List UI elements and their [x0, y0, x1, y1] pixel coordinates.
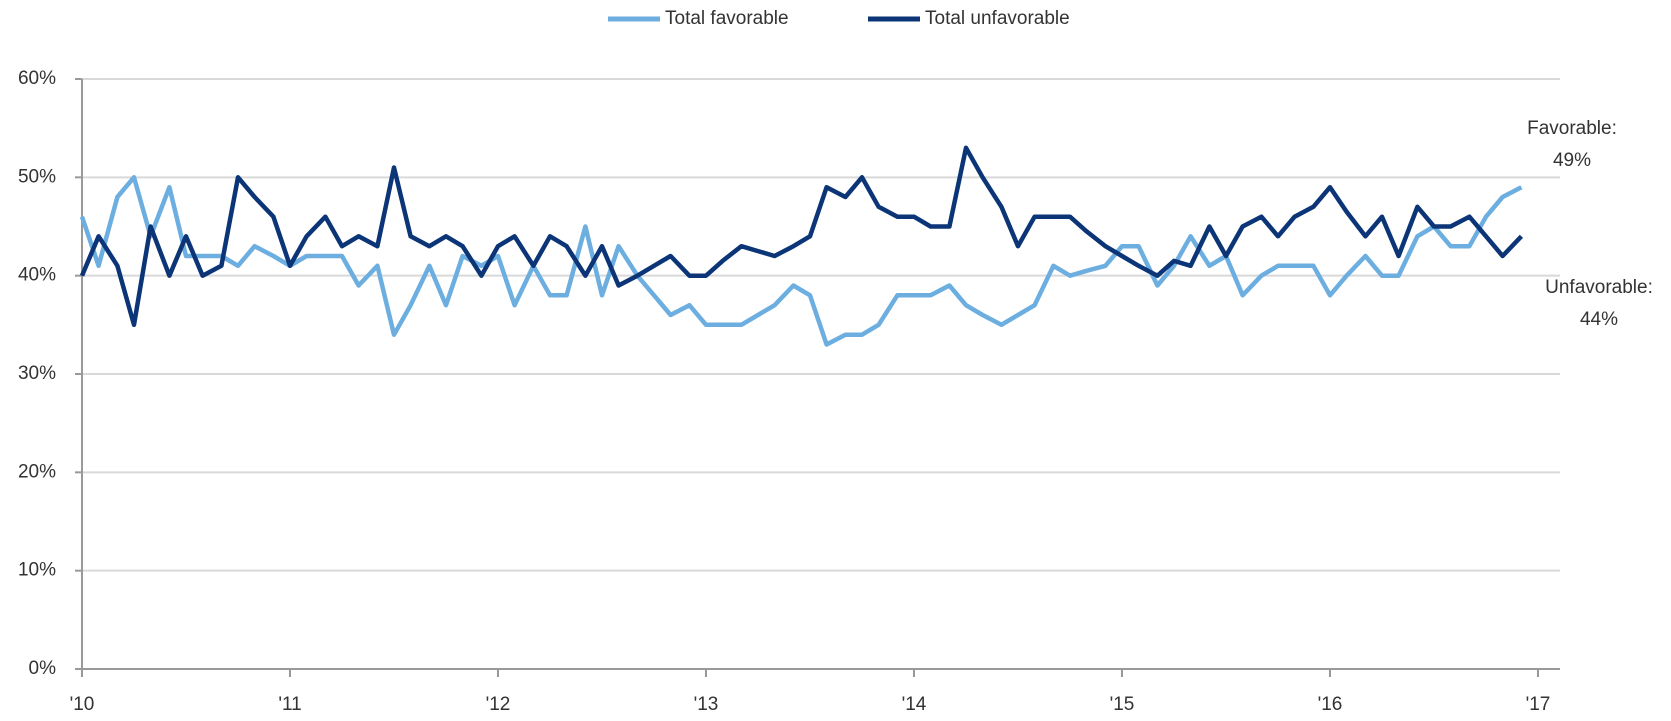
y-tick-label: 0% — [29, 658, 57, 679]
annotation: 44% — [1580, 309, 1618, 330]
y-tick-label: 10% — [18, 560, 56, 581]
annotation: Unfavorable: — [1545, 277, 1653, 298]
y-tick-label: 50% — [18, 166, 56, 187]
y-tick-label: 20% — [18, 461, 56, 482]
x-tick-label: '11 — [278, 694, 301, 715]
series-line — [79, 175, 1523, 347]
x-tick-label: '12 — [486, 694, 511, 715]
annotation: Favorable: — [1527, 118, 1617, 139]
x-tick-label: '10 — [70, 694, 95, 715]
x-tick-label: '14 — [902, 694, 927, 715]
x-tick-label: '15 — [1110, 694, 1135, 715]
y-tick-label: 40% — [18, 265, 56, 286]
x-tick-label: '17 — [1526, 694, 1551, 715]
legend-label: Total unfavorable — [925, 8, 1070, 29]
y-tick-label: 60% — [18, 68, 56, 89]
x-tick-label: '16 — [1318, 694, 1343, 715]
x-tick-label: '13 — [694, 694, 719, 715]
series-line — [79, 145, 1524, 328]
y-tick-label: 30% — [18, 363, 56, 384]
annotation: 49% — [1553, 150, 1591, 171]
legend-label: Total favorable — [665, 8, 789, 29]
